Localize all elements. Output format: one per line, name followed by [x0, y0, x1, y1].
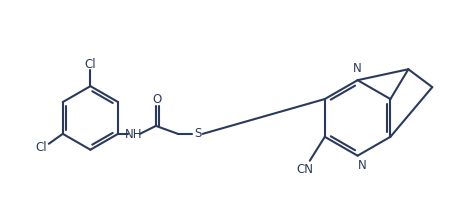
Text: NH: NH [125, 128, 143, 141]
Text: Cl: Cl [35, 141, 47, 154]
Text: S: S [194, 127, 202, 140]
Text: N: N [358, 159, 367, 172]
Text: CN: CN [296, 163, 313, 176]
Text: N: N [353, 62, 362, 75]
Text: O: O [152, 93, 162, 106]
Text: Cl: Cl [85, 58, 96, 71]
